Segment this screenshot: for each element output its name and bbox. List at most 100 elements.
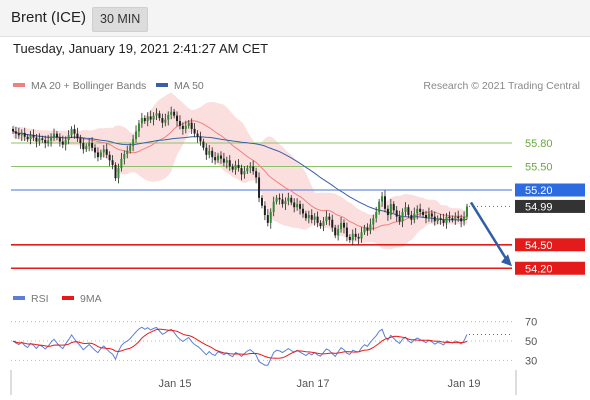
x-tick-label: Jan 19 <box>447 378 480 390</box>
candle-body <box>190 122 193 129</box>
candle-body <box>88 143 91 147</box>
candle-body <box>17 133 20 136</box>
candle-body <box>231 166 234 170</box>
candle-body <box>164 119 167 123</box>
timestamp: Tuesday, January 19, 2021 2:41:27 AM CET <box>13 41 269 56</box>
candle-body <box>123 154 126 159</box>
candle-body <box>53 133 56 137</box>
candle-body <box>173 111 176 116</box>
candle-body <box>208 150 211 155</box>
last-price-label: 54.99 <box>525 201 553 213</box>
rsi-tick-30: 30 <box>525 355 537 367</box>
candle-body <box>120 158 123 169</box>
candle-body <box>316 216 319 223</box>
candle-body <box>463 216 466 222</box>
candle-body <box>389 204 392 216</box>
candle-body <box>445 216 448 223</box>
candle-body <box>234 164 237 170</box>
candle-body <box>395 210 398 217</box>
candle-body <box>363 227 366 233</box>
candle-body <box>44 139 47 144</box>
candle-body <box>35 137 38 142</box>
candle-body <box>410 215 413 220</box>
copyright: Research © 2021 Trading Central <box>423 80 580 92</box>
last-price-label-bg <box>515 199 585 213</box>
candle-body <box>79 138 82 144</box>
candle-body <box>342 222 345 228</box>
candle-body <box>140 118 143 124</box>
candle-body <box>111 160 114 165</box>
candle-body <box>50 136 53 141</box>
candle-body <box>404 207 407 212</box>
rsi-tick-50: 50 <box>525 336 537 348</box>
candle-body <box>366 227 369 231</box>
candle-body <box>293 202 296 208</box>
candle-body <box>407 207 410 216</box>
x-tick-label: Jan 17 <box>296 378 329 390</box>
candle-body <box>398 216 401 222</box>
candle-body <box>269 211 272 223</box>
candle-body <box>331 219 334 228</box>
candle-body <box>12 128 14 132</box>
candle-body <box>351 233 354 241</box>
candle-body <box>217 155 220 161</box>
candle-body <box>413 213 416 220</box>
candle-body <box>372 218 375 225</box>
pivot-label-bg <box>515 183 585 197</box>
candle-body <box>202 141 205 148</box>
candle-body <box>152 115 155 120</box>
legend-swatch-rsi <box>13 296 25 301</box>
candle-body <box>345 227 348 237</box>
candle-body <box>105 149 108 155</box>
candle-body <box>287 197 290 201</box>
candle-body <box>275 197 278 202</box>
candle-body <box>108 154 111 161</box>
candle-body <box>427 213 430 219</box>
candle-body <box>299 204 302 209</box>
candle-body <box>278 197 281 200</box>
candle-body <box>126 150 129 154</box>
candle-body <box>158 113 161 118</box>
candle-body <box>178 121 181 126</box>
candle-body <box>23 132 26 137</box>
candle-body <box>243 171 246 175</box>
candle-body <box>466 206 468 217</box>
candle-body <box>436 218 439 222</box>
candle-body <box>249 166 252 169</box>
candles <box>12 106 468 246</box>
candle-body <box>290 197 293 203</box>
support-label-54.50: 54.50 <box>525 240 553 252</box>
candle-body <box>205 147 208 155</box>
legend-label-rsi: RSI <box>31 293 49 305</box>
candle-body <box>29 135 32 140</box>
candle-body <box>14 131 17 134</box>
candle-body <box>310 215 313 220</box>
candle-body <box>260 197 263 206</box>
candle-body <box>85 146 88 150</box>
candle-body <box>193 128 196 134</box>
candle-body <box>322 221 325 226</box>
candle-body <box>460 218 463 222</box>
legend-swatch-9ma <box>62 296 74 301</box>
candle-body <box>416 208 419 214</box>
candle-body <box>252 166 255 172</box>
candle-body <box>296 204 299 208</box>
candle-body <box>96 152 99 158</box>
candle-body <box>454 216 457 220</box>
candle-body <box>211 150 214 158</box>
candle-body <box>354 233 357 237</box>
candle-body <box>360 232 363 239</box>
candle-body <box>58 137 61 142</box>
candle-body <box>181 125 184 129</box>
legend-label-9ma: 9MA <box>80 293 102 305</box>
candle-body <box>114 164 117 179</box>
candle-body <box>214 157 217 161</box>
candle-body <box>129 146 132 151</box>
candle-body <box>334 227 337 236</box>
candle-body <box>448 216 451 219</box>
timeframe-badge[interactable]: 30 MIN <box>92 7 149 32</box>
candle-body <box>146 116 149 122</box>
candle-body <box>176 115 179 122</box>
candle-body <box>348 236 351 241</box>
